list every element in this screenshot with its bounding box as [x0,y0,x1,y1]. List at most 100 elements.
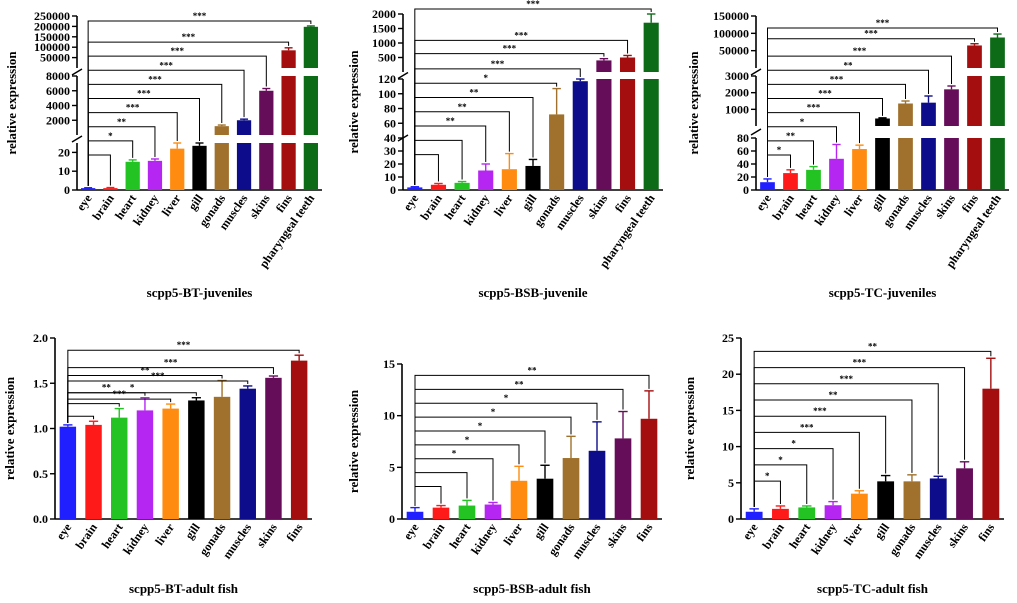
bar-gonads [898,138,913,190]
panel-title: scpp5-BT-adult fish [129,581,239,596]
category-label: eye [400,520,421,542]
significance-label: * [777,145,782,155]
panel-title: scpp5-TC-adult fish [817,581,929,596]
bar-skins [614,438,632,519]
significance-bracket [67,349,300,423]
bar-gonads [549,138,565,190]
category-label: muscles [910,520,945,561]
bar-brain [432,507,450,519]
y-tick-label: 20 [722,367,734,381]
significance-label: ** [515,379,525,389]
category-label: kidney [468,521,499,557]
y-tick-label: 2000 [46,113,70,127]
significance-label: *** [526,0,540,9]
bar-eye [59,426,77,519]
significance-label: *** [807,103,821,113]
significance-label: ** [829,390,839,400]
bar-gill [525,165,541,190]
significance-bracket [87,41,290,186]
significance-bracket [87,20,312,186]
y-tick-label: 1500 [372,22,396,36]
y-tick-label: 80 [737,131,749,145]
significance-label: ** [469,87,479,97]
y-tick-label: 10 [58,164,70,178]
significance-label: ** [117,117,127,127]
significance-label: *** [126,103,140,113]
bar-fins [982,388,1000,519]
significance-bracket [753,480,781,507]
significance-bracket [767,38,975,177]
y-tick-label: 6000 [46,84,70,98]
y-tick-label: 100 [378,87,396,101]
significance-bracket [414,486,442,506]
y-tick-label: 50000 [719,44,749,58]
bar-kidney [829,158,844,190]
y-tick-label: 100000 [34,40,70,54]
y-tick-label: 5 [389,460,395,474]
axis-break-mark [750,68,762,76]
bar-brain [85,424,102,519]
bar-skins [596,138,612,190]
y-tick-label: 10 [383,409,395,423]
significance-label: *** [170,46,184,56]
significance-label: * [778,455,783,465]
bar-kidney [136,410,154,519]
bar-fins [619,79,636,138]
significance-label: *** [514,30,528,40]
category-label: brain [417,191,445,222]
significance-bracket [414,374,650,506]
bar-fins [619,57,636,72]
panel-title: scpp5-TC-juveniles [829,285,937,300]
bar-liver [170,148,185,190]
significance-label: *** [853,358,867,368]
significance-label: * [491,407,496,417]
panel-title: scpp5-BSB-juvenile [478,285,587,300]
y-tick-label: 10 [722,440,734,454]
significance-label: ** [140,366,150,376]
bar-pharyngeal-teeth [990,37,1005,68]
y-axis-title: relative expression [4,51,19,155]
y-tick-label: 0 [64,183,70,197]
bar-skins [259,90,274,135]
category-label: skins [945,520,972,550]
category-label: fins [283,520,305,544]
bar-pharyngeal-teeth [643,79,659,138]
significance-label: * [791,439,796,449]
bar-liver [162,408,179,519]
bar-skins [259,143,274,190]
y-tick-label: 0.0 [33,512,48,526]
significance-label: ** [458,102,468,112]
category-label: gill [871,520,892,542]
significance-bracket [414,8,652,185]
bar-fins [281,50,296,68]
bar-gonads [214,126,229,135]
bar-brain [783,173,798,190]
y-tick-label: 0.5 [33,467,48,481]
significance-label: *** [839,374,853,384]
category-label: kidney [120,521,151,557]
bar-muscles [236,120,252,135]
category-label: gill [182,520,203,542]
y-tick-label: 40 [384,131,396,145]
bar-eye [745,511,763,519]
bar-skins [596,79,612,138]
y-tick-label: 10 [384,170,396,184]
category-label: gill [519,191,540,213]
panel-title: scpp5-BSB-adult fish [473,581,591,596]
y-tick-label: 60 [384,116,396,130]
significance-label: *** [503,44,517,54]
bar-skins [596,60,612,72]
category-label: brain [759,520,787,551]
significance-bracket [414,154,439,185]
bar-heart [125,161,140,190]
significance-label: *** [177,340,191,350]
y-axis-title: relative expression [346,50,361,154]
significance-label: *** [853,46,867,56]
bar-liver [501,169,517,190]
category-label: liver [159,191,184,219]
